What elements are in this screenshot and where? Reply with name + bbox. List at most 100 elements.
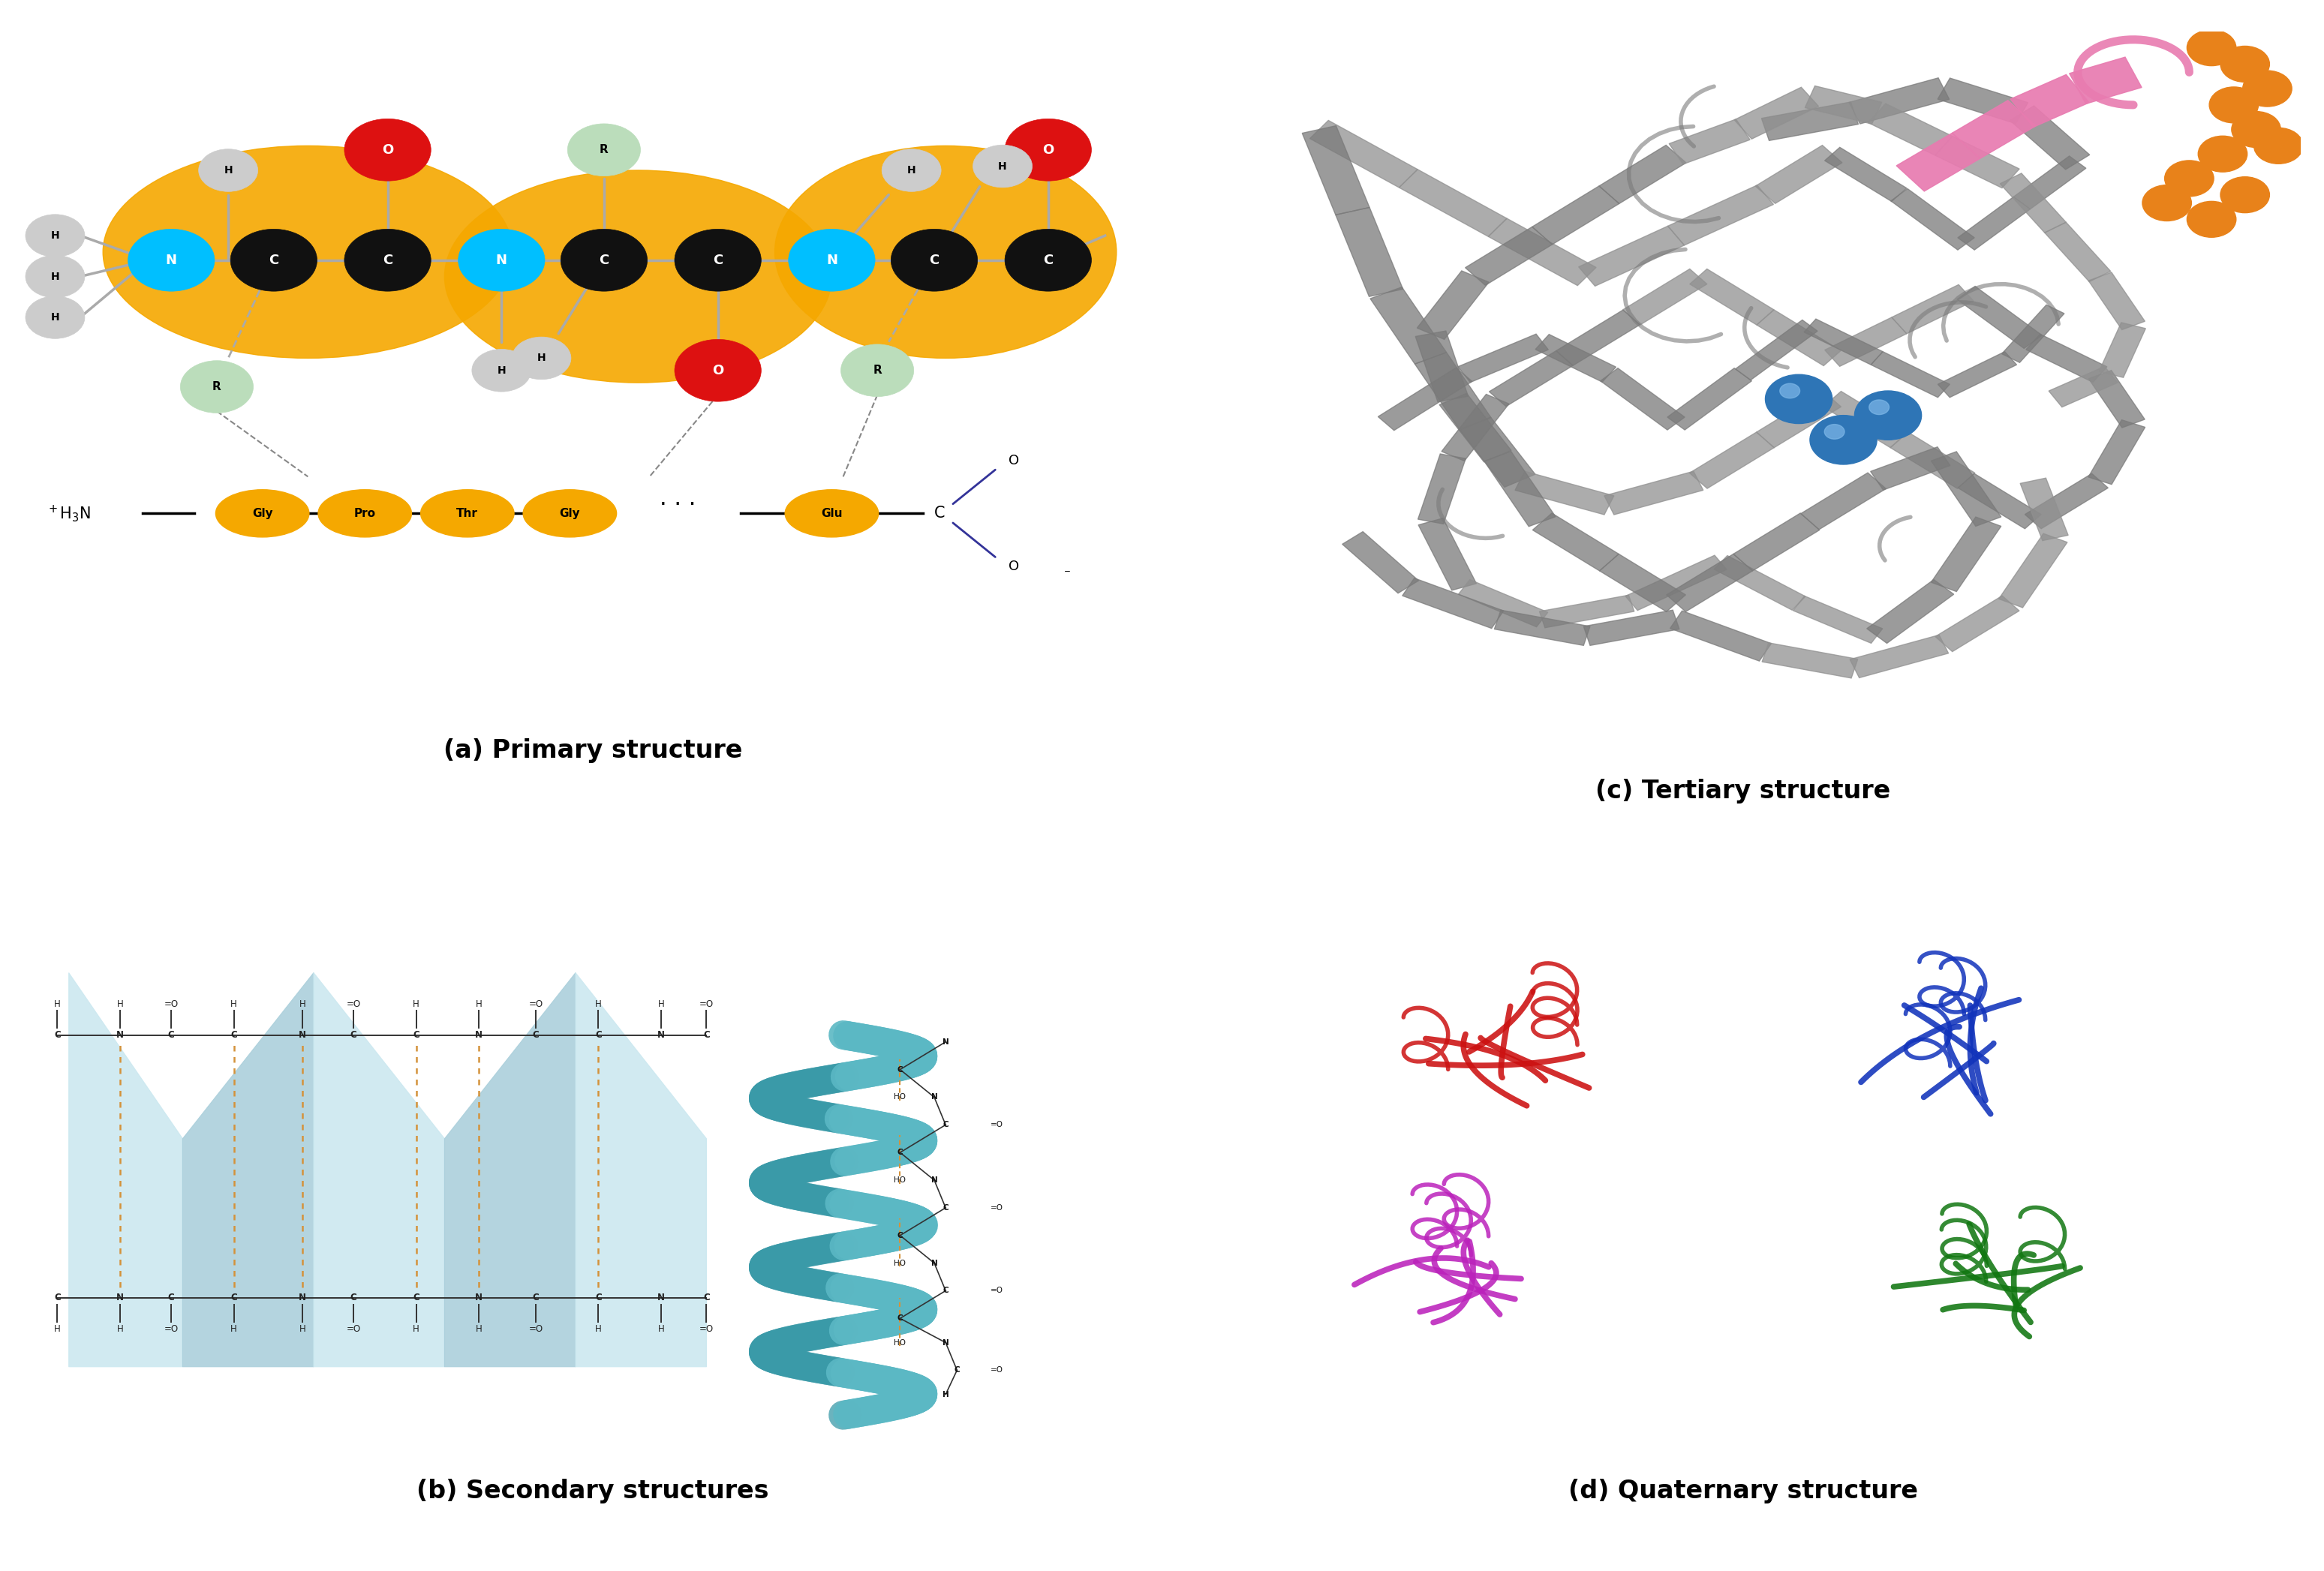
Polygon shape [2050, 366, 2117, 407]
Polygon shape [1669, 119, 1750, 165]
Text: C: C [230, 1031, 237, 1040]
Polygon shape [1957, 473, 2040, 529]
Circle shape [881, 149, 941, 192]
Polygon shape [1538, 595, 1634, 628]
Text: (d) Quaternary structure: (d) Quaternary structure [1569, 1478, 1917, 1503]
Polygon shape [1957, 286, 2043, 349]
Polygon shape [2010, 74, 2089, 127]
Circle shape [2243, 71, 2291, 107]
Circle shape [511, 336, 572, 380]
Polygon shape [1301, 126, 1369, 215]
Text: =O: =O [990, 1287, 1004, 1295]
Polygon shape [2099, 322, 2145, 377]
Text: C: C [595, 1031, 602, 1040]
Text: H: H [999, 160, 1006, 171]
Polygon shape [1457, 335, 1548, 382]
Circle shape [2143, 185, 2192, 222]
Text: H: H [595, 999, 602, 1009]
Polygon shape [1399, 170, 1506, 237]
Text: C: C [167, 1293, 174, 1302]
Text: C: C [897, 1065, 904, 1073]
Polygon shape [1824, 148, 1906, 201]
Circle shape [567, 124, 641, 176]
Text: (b) Secondary structures: (b) Secondary structures [416, 1478, 769, 1503]
Circle shape [2219, 178, 2271, 212]
Text: N: N [116, 1031, 123, 1040]
Ellipse shape [421, 490, 514, 537]
Text: =O: =O [700, 1324, 713, 1334]
Polygon shape [1441, 394, 1508, 460]
Polygon shape [1889, 432, 1975, 489]
Circle shape [2254, 127, 2303, 163]
Text: H: H [595, 1324, 602, 1334]
Polygon shape [1459, 418, 1536, 487]
Text: N: N [474, 1293, 483, 1302]
Polygon shape [1578, 226, 1685, 286]
Polygon shape [1439, 393, 1511, 462]
Circle shape [2210, 86, 2259, 123]
Polygon shape [1418, 454, 1466, 523]
Polygon shape [2001, 305, 2064, 363]
Polygon shape [1757, 391, 1841, 448]
Text: Glu: Glu [820, 507, 844, 518]
Polygon shape [1343, 531, 1418, 594]
Text: H: H [230, 1324, 237, 1334]
Text: =O: =O [165, 999, 179, 1009]
Ellipse shape [216, 490, 309, 537]
Circle shape [128, 229, 214, 291]
Text: H: H [537, 353, 546, 363]
Polygon shape [1938, 79, 2029, 124]
Polygon shape [1601, 368, 1685, 430]
Text: (c) Tertiary structure: (c) Tertiary structure [1597, 779, 1889, 803]
Text: C: C [704, 1293, 709, 1302]
Circle shape [1004, 119, 1092, 181]
Polygon shape [1494, 610, 1590, 646]
Circle shape [1766, 374, 1831, 424]
Text: N: N [165, 253, 177, 267]
Polygon shape [2089, 419, 2145, 484]
Text: C: C [1043, 253, 1053, 267]
Text: C: C [595, 1293, 602, 1302]
Text: HO: HO [895, 1093, 906, 1101]
Text: N: N [297, 1031, 307, 1040]
Polygon shape [2045, 222, 2110, 281]
Text: HO: HO [895, 1177, 906, 1185]
Text: Gly: Gly [560, 507, 581, 518]
Text: H: H [51, 231, 60, 240]
Polygon shape [1311, 121, 1418, 187]
Polygon shape [1583, 610, 1680, 646]
Polygon shape [1734, 514, 1820, 570]
Text: H: H [230, 999, 237, 1009]
Polygon shape [1532, 514, 1620, 570]
Polygon shape [1824, 317, 1906, 366]
Text: H: H [476, 999, 481, 1009]
Text: H: H [223, 165, 232, 176]
Circle shape [1824, 424, 1845, 438]
Polygon shape [444, 972, 576, 1367]
Text: N: N [825, 253, 837, 267]
Polygon shape [1794, 595, 1882, 643]
Polygon shape [1415, 352, 1492, 429]
Polygon shape [1936, 137, 2020, 189]
Circle shape [26, 214, 84, 258]
Text: H: H [658, 1324, 665, 1334]
Polygon shape [1755, 145, 1843, 204]
Circle shape [2164, 160, 2215, 196]
Text: H: H [414, 1324, 418, 1334]
Text: H: H [300, 999, 304, 1009]
Polygon shape [2068, 57, 2143, 104]
Text: C: C [167, 1031, 174, 1040]
Text: Gly: Gly [251, 507, 272, 518]
Text: H: H [658, 999, 665, 1009]
Circle shape [2187, 30, 2236, 66]
Text: H: H [51, 313, 60, 322]
Text: C: C [713, 253, 723, 267]
Polygon shape [1931, 451, 2001, 526]
Circle shape [841, 344, 913, 396]
Circle shape [181, 361, 253, 413]
Text: Thr: Thr [456, 507, 479, 518]
Ellipse shape [523, 490, 616, 537]
Circle shape [674, 229, 762, 291]
Text: H: H [941, 1390, 948, 1398]
Polygon shape [1401, 578, 1504, 628]
